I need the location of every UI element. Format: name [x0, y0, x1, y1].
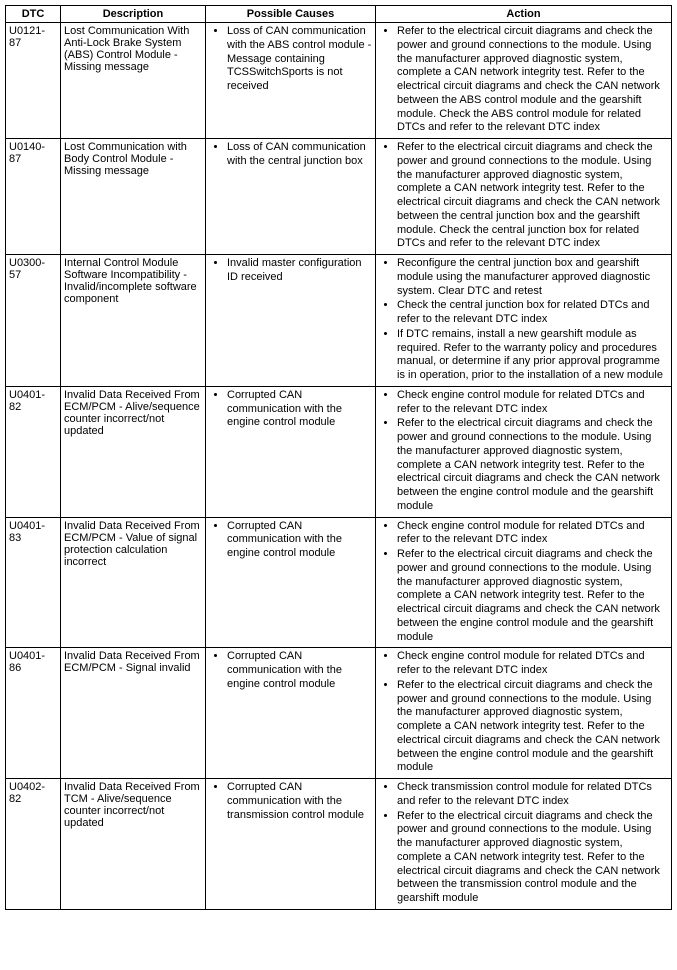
- cause-item: Loss of CAN communication with the centr…: [227, 141, 372, 169]
- dtc-causes: Invalid master configuration ID received: [206, 255, 376, 387]
- dtc-causes: Corrupted CAN communication with the eng…: [206, 386, 376, 517]
- cause-item: Corrupted CAN communication with the eng…: [227, 650, 372, 691]
- dtc-description: Invalid Data Received From ECM/PCM - Ali…: [61, 386, 206, 517]
- table-row: U0121-87Lost Communication With Anti-Loc…: [6, 23, 672, 139]
- action-item: Reconfigure the central junction box and…: [397, 257, 668, 298]
- dtc-code: U0140-87: [6, 139, 61, 255]
- action-item: Refer to the electrical circuit diagrams…: [397, 141, 668, 251]
- table-row: U0401-82Invalid Data Received From ECM/P…: [6, 386, 672, 517]
- dtc-actions: Reconfigure the central junction box and…: [376, 255, 672, 387]
- action-item: Refer to the electrical circuit diagrams…: [397, 810, 668, 906]
- dtc-description: Invalid Data Received From ECM/PCM - Val…: [61, 517, 206, 648]
- cause-item: Corrupted CAN communication with the eng…: [227, 389, 372, 430]
- table-row: U0401-83Invalid Data Received From ECM/P…: [6, 517, 672, 648]
- dtc-description: Lost Communication With Anti-Lock Brake …: [61, 23, 206, 139]
- table-row: U0401-86Invalid Data Received From ECM/P…: [6, 648, 672, 779]
- dtc-actions: Check engine control module for related …: [376, 517, 672, 648]
- table-row: U0402-82Invalid Data Received From TCM -…: [6, 779, 672, 910]
- table-row: U0300-57Internal Control Module Software…: [6, 255, 672, 387]
- action-item: Refer to the electrical circuit diagrams…: [397, 548, 668, 644]
- header-description: Description: [61, 6, 206, 23]
- dtc-code: U0300-57: [6, 255, 61, 387]
- action-item: If DTC remains, install a new gearshift …: [397, 328, 668, 383]
- dtc-actions: Check transmission control module for re…: [376, 779, 672, 910]
- dtc-description: Lost Communication with Body Control Mod…: [61, 139, 206, 255]
- action-item: Check engine control module for related …: [397, 389, 668, 417]
- action-item: Refer to the electrical circuit diagrams…: [397, 25, 668, 135]
- header-action: Action: [376, 6, 672, 23]
- cause-item: Corrupted CAN communication with the eng…: [227, 520, 372, 561]
- table-row: U0140-87Lost Communication with Body Con…: [6, 139, 672, 255]
- dtc-causes: Loss of CAN communication with the ABS c…: [206, 23, 376, 139]
- dtc-actions: Refer to the electrical circuit diagrams…: [376, 139, 672, 255]
- action-item: Check engine control module for related …: [397, 650, 668, 678]
- header-dtc: DTC: [6, 6, 61, 23]
- dtc-description: Invalid Data Received From TCM - Alive/s…: [61, 779, 206, 910]
- cause-item: Invalid master configuration ID received: [227, 257, 372, 285]
- action-item: Refer to the electrical circuit diagrams…: [397, 417, 668, 513]
- dtc-code: U0402-82: [6, 779, 61, 910]
- dtc-actions: Refer to the electrical circuit diagrams…: [376, 23, 672, 139]
- header-causes: Possible Causes: [206, 6, 376, 23]
- cause-item: Loss of CAN communication with the ABS c…: [227, 25, 372, 94]
- dtc-causes: Corrupted CAN communication with the eng…: [206, 648, 376, 779]
- action-item: Check transmission control module for re…: [397, 781, 668, 809]
- action-item: Refer to the electrical circuit diagrams…: [397, 679, 668, 775]
- table-header-row: DTC Description Possible Causes Action: [6, 6, 672, 23]
- action-item: Check engine control module for related …: [397, 520, 668, 548]
- dtc-code: U0401-83: [6, 517, 61, 648]
- dtc-code: U0401-86: [6, 648, 61, 779]
- dtc-causes: Loss of CAN communication with the centr…: [206, 139, 376, 255]
- dtc-code: U0401-82: [6, 386, 61, 517]
- dtc-code: U0121-87: [6, 23, 61, 139]
- dtc-causes: Corrupted CAN communication with the eng…: [206, 517, 376, 648]
- dtc-description: Internal Control Module Software Incompa…: [61, 255, 206, 387]
- action-item: Check the central junction box for relat…: [397, 299, 668, 327]
- dtc-actions: Check engine control module for related …: [376, 386, 672, 517]
- dtc-causes: Corrupted CAN communication with the tra…: [206, 779, 376, 910]
- cause-item: Corrupted CAN communication with the tra…: [227, 781, 372, 822]
- dtc-table: DTC Description Possible Causes Action U…: [5, 5, 672, 910]
- dtc-actions: Check engine control module for related …: [376, 648, 672, 779]
- dtc-description: Invalid Data Received From ECM/PCM - Sig…: [61, 648, 206, 779]
